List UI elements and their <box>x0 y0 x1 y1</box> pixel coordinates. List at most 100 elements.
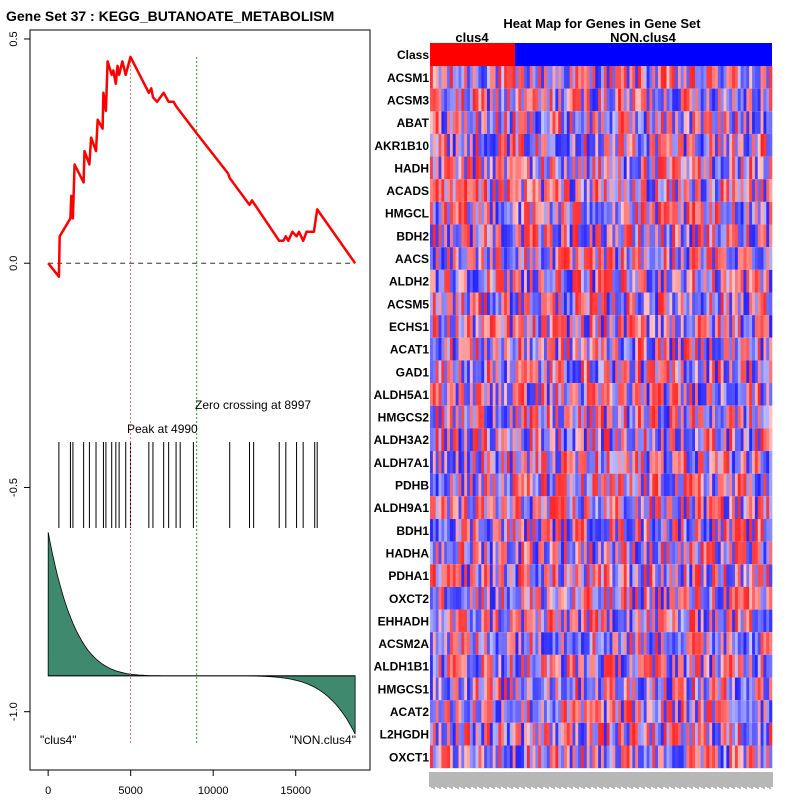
heatmap-cell <box>501 133 505 157</box>
heatmap-cell <box>757 473 761 497</box>
heatmap-cell <box>558 700 562 723</box>
heatmap-cell <box>509 315 513 338</box>
heatmap-cell <box>734 677 739 701</box>
heatmap-row <box>430 586 773 610</box>
heatmap-cell <box>512 677 516 701</box>
heatmap-cell <box>555 247 559 270</box>
heatmap-cell <box>635 179 639 202</box>
heatmap-cell <box>686 292 690 316</box>
heatmap-cell <box>535 473 539 497</box>
heatmap-cell <box>760 586 764 610</box>
heatmap-cell <box>509 224 513 248</box>
heatmap-cell <box>601 496 605 519</box>
heatmap-cell <box>583 292 588 316</box>
heatmap-cell <box>712 586 716 610</box>
heatmap-cell <box>740 564 744 587</box>
heatmap-cell <box>441 156 445 180</box>
heatmap-cell <box>529 722 533 746</box>
heatmap-cell <box>481 451 485 474</box>
heatmap-cell <box>726 405 730 429</box>
heatmap-cell <box>760 292 764 316</box>
heatmap-cell <box>629 88 633 112</box>
heatmap-cell <box>675 224 679 248</box>
heatmap-cell <box>709 451 713 474</box>
heatmap-cell <box>501 722 505 746</box>
heatmap-cell <box>467 519 471 542</box>
heatmap-cell <box>706 700 710 723</box>
heatmap-cell <box>549 360 553 384</box>
heatmap-cell <box>518 179 522 202</box>
heatmap-cell <box>469 269 474 293</box>
heatmap-cell <box>449 111 454 134</box>
heatmap-cell <box>749 428 753 452</box>
heatmap-cell <box>649 292 653 316</box>
heatmap-cell <box>746 292 750 316</box>
heatmap-cell <box>649 451 653 474</box>
heatmap-cell <box>509 677 513 701</box>
heatmap-cell <box>652 179 656 202</box>
heatmap-cell <box>683 337 687 361</box>
heatmap-cell <box>501 541 505 565</box>
heatmap-cell <box>515 451 519 474</box>
heatmap-cell <box>572 337 576 361</box>
heatmap-cell <box>763 496 767 519</box>
heatmap-cell <box>489 586 493 610</box>
heatmap-cell <box>583 564 588 587</box>
heatmap-cell <box>515 383 519 406</box>
heatmap-cell <box>603 179 607 202</box>
heatmap-cell <box>598 201 602 225</box>
heatmap-cell <box>740 745 744 769</box>
heatmap-cell <box>746 405 750 429</box>
heatmap-cell <box>666 224 670 248</box>
heatmap-cell <box>737 201 741 225</box>
heatmap-cell <box>655 677 659 701</box>
heatmap-cell <box>680 473 684 497</box>
heatmap-cell <box>469 179 474 202</box>
heatmap-cell <box>475 609 479 633</box>
heatmap-cell <box>526 677 531 701</box>
heatmap-cell <box>606 609 610 633</box>
heatmap-cell <box>675 315 679 338</box>
heatmap-cell <box>495 337 499 361</box>
heatmap-cell <box>737 519 741 542</box>
heatmap-cell <box>438 677 442 701</box>
heatmap-cell <box>572 654 576 678</box>
heatmap-cell <box>615 564 619 587</box>
heatmap-cell <box>569 428 573 452</box>
heatmap-cell <box>432 383 436 406</box>
heatmap-cell <box>706 111 710 134</box>
heatmap-cell <box>498 473 502 497</box>
heatmap-cell <box>586 700 590 723</box>
heatmap-cell <box>646 519 650 542</box>
heatmap-cell <box>518 247 522 270</box>
heatmap-cell <box>447 632 451 655</box>
heatmap-cell <box>715 564 719 587</box>
heatmap-cell <box>620 451 625 474</box>
heatmap-cell <box>563 473 568 497</box>
heatmap-cell <box>512 519 516 542</box>
heatmap-cell <box>606 405 610 429</box>
heatmap-row-label: HADH <box>394 161 429 175</box>
heatmap-cell <box>655 496 659 519</box>
heatmap-cell <box>478 247 482 270</box>
heatmap-cell <box>509 133 513 157</box>
heatmap-cell <box>444 541 448 565</box>
heatmap-cell <box>532 654 536 678</box>
heatmap-row <box>430 541 773 565</box>
heatmap-cell <box>538 405 542 429</box>
heatmap-cell <box>700 224 704 248</box>
heatmap-cell <box>526 360 531 384</box>
heatmap-cell <box>734 451 739 474</box>
heatmap-cell <box>646 269 650 293</box>
heatmap-cell <box>709 337 713 361</box>
heatmap-cell <box>512 224 516 248</box>
heatmap-cell <box>581 156 585 180</box>
heatmap-cell <box>538 700 542 723</box>
heatmap-cell <box>749 541 753 565</box>
heatmap-cell <box>586 88 590 112</box>
heatmap-cell <box>461 315 465 338</box>
heatmap-cell <box>506 428 511 452</box>
heatmap-cell <box>769 405 773 429</box>
heatmap-cell <box>675 201 679 225</box>
heatmap-cell <box>618 315 622 338</box>
